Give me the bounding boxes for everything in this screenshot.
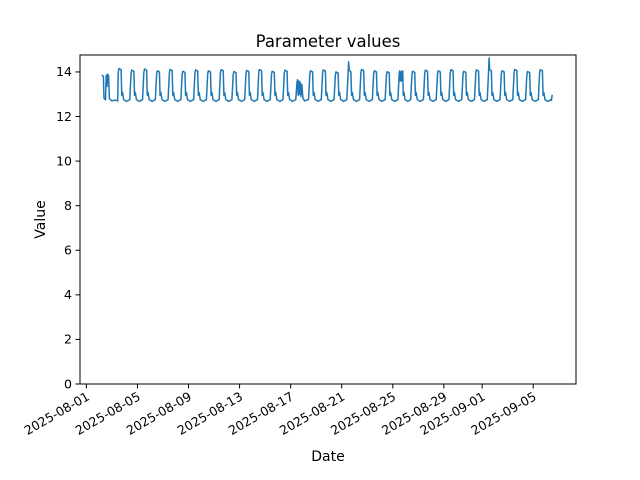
y-tick-label: 4 <box>64 287 72 302</box>
chart-title: Parameter values <box>256 32 401 51</box>
y-tick-label: 10 <box>56 153 72 168</box>
y-tick-label: 8 <box>64 198 72 213</box>
y-axis-label: Value <box>33 200 49 238</box>
y-tick-label: 14 <box>56 64 72 79</box>
y-tick-label: 12 <box>56 109 72 124</box>
x-axis-label: Date <box>311 449 344 465</box>
data-line-parameter <box>101 57 553 103</box>
y-tick-label: 2 <box>64 332 72 347</box>
axes-frame <box>79 54 577 385</box>
y-tick-label: 6 <box>64 243 72 258</box>
y-tick-label: 0 <box>64 376 72 391</box>
